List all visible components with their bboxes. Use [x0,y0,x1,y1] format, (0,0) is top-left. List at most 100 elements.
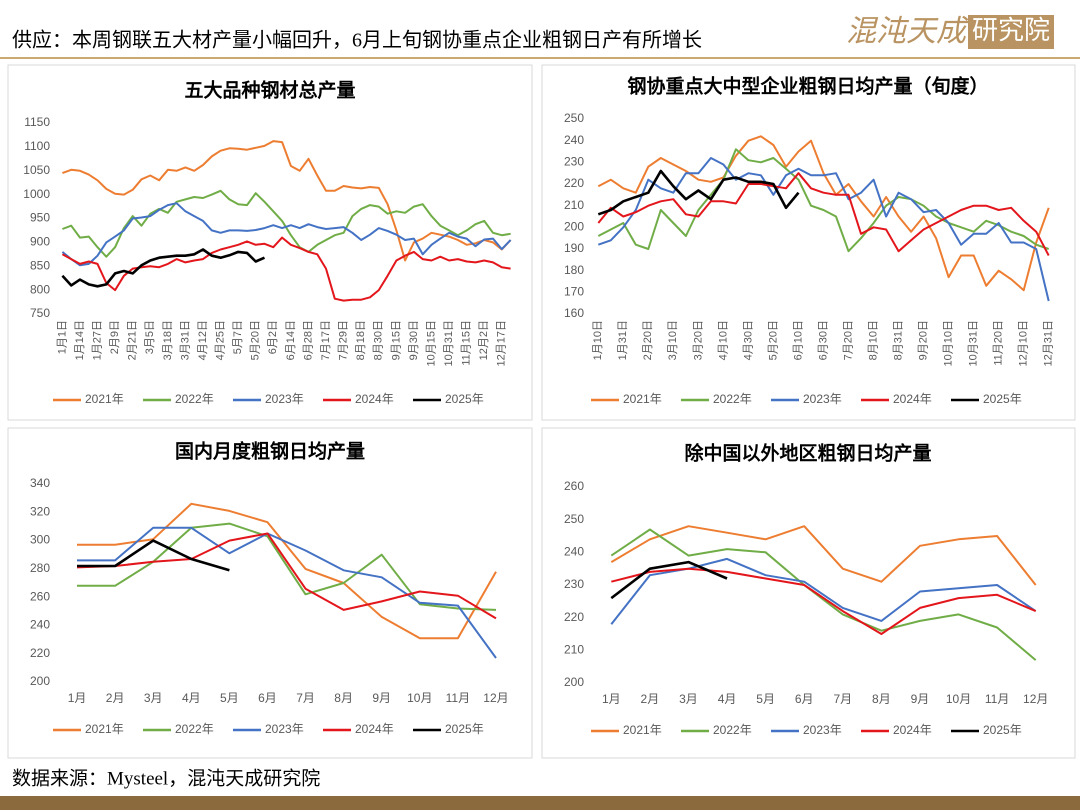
y-tick-label: 230 [564,155,584,169]
series-line [611,567,1037,635]
x-tick-label: 7月17日 [320,320,332,360]
x-tick-label: 5月 [756,692,775,706]
logo: 混沌天成 [846,15,970,48]
y-tick-label: 1000 [23,187,50,201]
y-tick-label: 160 [564,306,584,320]
y-tick-label: 200 [564,675,584,689]
x-tick-label: 10月31日 [968,320,980,366]
x-tick-label: 1月10日 [592,320,604,360]
logo-box-text: 研究院 [972,16,1050,45]
legend-label: 2023年 [265,722,304,736]
x-tick-label: 9月 [372,691,391,705]
y-tick-label: 240 [30,618,50,632]
series-line [77,526,497,659]
y-tick-label: 300 [30,533,50,547]
y-tick-label: 190 [564,241,584,255]
legend-label: 2023年 [803,723,842,737]
legend-label: 2024年 [355,722,394,736]
legend-label: 2022年 [713,392,752,406]
series-line [610,525,1037,586]
x-tick-label: 12月31日 [1043,320,1055,366]
x-tick-label: 7月29日 [338,320,350,360]
chart-panel [541,427,1076,759]
chart-panel [7,427,533,759]
legend-label: 2022年 [713,723,752,737]
x-tick-label: 4月30日 [742,320,754,360]
legend-label: 2023年 [803,392,842,406]
legend-label: 2025年 [445,392,484,406]
x-tick-label: 7月20日 [842,320,854,360]
legend-label: 2025年 [983,392,1022,406]
x-tick-label: 5月 [220,691,239,705]
x-tick-label: 2月 [641,692,660,706]
x-tick-label: 7月 [296,691,315,705]
x-tick-label: 11月20日 [993,320,1005,366]
y-tick-label: 220 [564,610,584,624]
y-tick-label: 900 [30,235,50,249]
x-tick-label: 12月10日 [1018,320,1030,366]
legend-label: 2024年 [355,392,394,406]
x-tick-label: 3月 [144,691,163,705]
x-tick-label: 3月31日 [179,320,191,360]
series-line [597,169,800,216]
x-tick-label: 4月25日 [214,320,226,360]
x-tick-label: 11月 [446,691,470,705]
legend-label: 2021年 [623,392,662,406]
y-tick-label: 200 [564,220,584,234]
x-tick-label: 5月7日 [232,320,244,354]
y-tick-label: 260 [564,479,584,493]
y-tick-label: 240 [564,133,584,147]
series-line [610,560,728,600]
x-tick-label: 2月9日 [109,320,121,354]
footer-bar [0,796,1080,810]
x-tick-label: 10月10日 [943,320,955,366]
y-tick-label: 950 [30,211,50,225]
x-tick-label: 1月31日 [617,320,629,360]
x-tick-label: 12月17日 [496,320,508,366]
page-title: 供应：本周钢联五大材产量小幅回升，6月上旬钢协重点企业粗钢日产有所增长 [12,29,702,52]
x-tick-label: 5月20日 [250,320,262,360]
series-line [597,148,1050,253]
y-tick-label: 230 [564,577,584,591]
x-tick-label: 8月10日 [867,320,879,360]
x-tick-label: 3月10日 [667,320,679,360]
x-tick-label: 10月 [407,691,432,705]
x-tick-label: 8月31日 [892,320,904,360]
legend-label: 2022年 [175,722,214,736]
x-tick-label: 4月12日 [197,320,209,360]
x-tick-label: 1月 [602,692,621,706]
y-tick-label: 800 [30,282,50,296]
x-tick-label: 10月15日 [425,320,437,366]
x-tick-label: 6月28日 [302,320,314,360]
x-tick-label: 6月14日 [285,320,297,360]
series-line [77,522,497,611]
x-tick-label: 7月 [833,692,852,706]
series-line [61,202,512,267]
x-tick-label: 3月 [679,692,698,706]
x-tick-label: 1月14日 [74,320,86,360]
y-tick-label: 210 [564,643,584,657]
y-tick-label: 1050 [23,163,50,177]
x-tick-label: 12月 [1023,692,1048,706]
x-tick-label: 10月 [946,692,971,706]
series-line [597,135,1050,292]
x-tick-label: 6月10日 [792,320,804,360]
y-tick-label: 250 [564,111,584,125]
series-line [76,532,497,620]
y-tick-label: 850 [30,258,50,272]
chart-panel [541,64,1076,421]
x-tick-label: 4月 [718,692,737,706]
x-tick-label: 9月15日 [390,320,402,360]
y-tick-label: 1100 [24,139,50,153]
legend-label: 2025年 [983,723,1022,737]
series-line [597,172,1050,256]
series-line [597,157,1050,302]
legend-label: 2024年 [893,723,932,737]
chart-title: 国内月度粗钢日均产量 [175,439,365,462]
x-tick-label: 9月 [911,692,930,706]
x-tick-label: 12月 [483,691,508,705]
x-tick-label: 11月15日 [461,320,473,366]
x-tick-label: 3月5日 [144,320,156,354]
chart-panel [7,64,533,421]
